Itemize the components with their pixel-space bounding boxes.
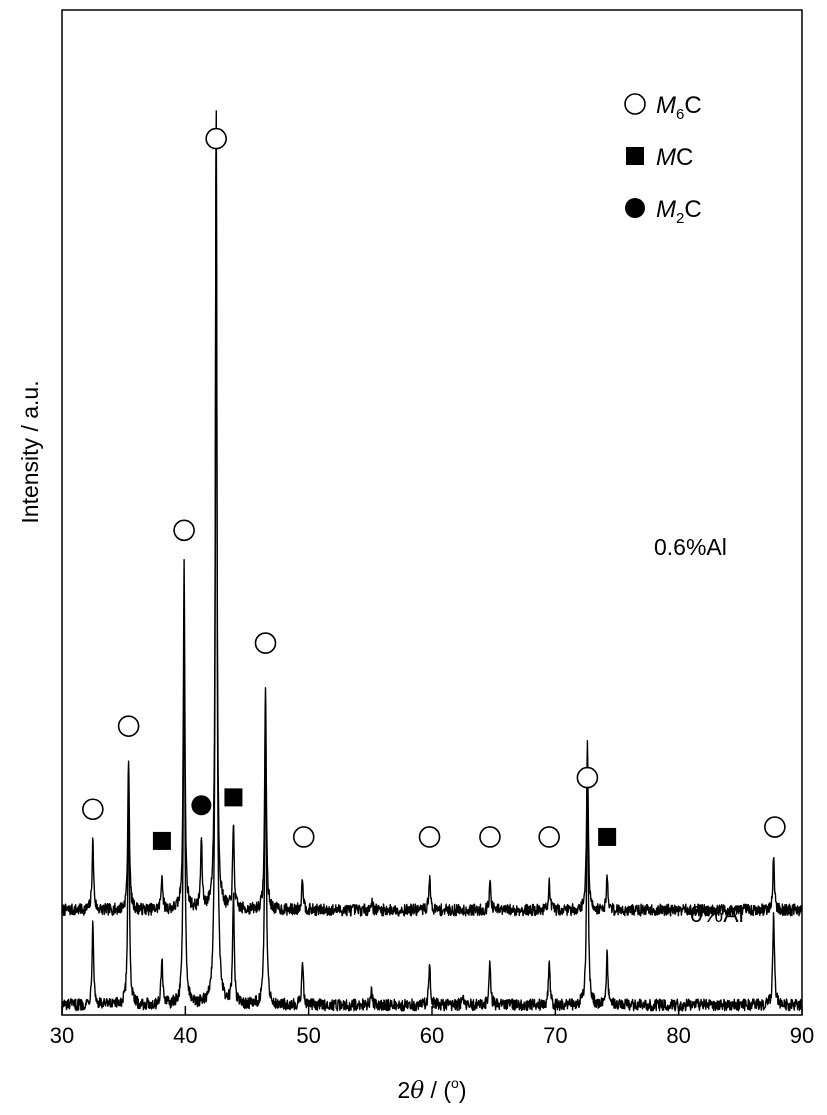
series-label-0-al: 0%Al	[690, 901, 744, 927]
legend-m6c-sub: 6	[676, 106, 684, 123]
x-axis: 30 40 50 60 70 80 90	[50, 1006, 814, 1048]
x-axis-label-unit-sup: o	[451, 1075, 459, 1091]
marker-open-circle-0-1	[117, 715, 140, 737]
x-axis-label-prefix: 2	[398, 1077, 411, 1103]
legend-entry-mc: MC	[626, 144, 693, 171]
series-line-0	[61, 140, 803, 917]
marker-filled-square-0-2	[152, 831, 171, 850]
legend-m2c-sub: 2	[676, 210, 684, 227]
trace-layer	[61, 110, 803, 1012]
marker-open-circle-0-3	[173, 519, 195, 542]
legend-label-m2c: M2C	[656, 196, 702, 227]
legend-filled-circle-marker	[625, 198, 645, 218]
legend-mc-suffix: C	[676, 144, 693, 171]
marker-open-circle-0-11	[538, 826, 560, 848]
marker-filled-circle-0-4	[191, 795, 212, 816]
marker-filled-square-0-6	[224, 788, 243, 807]
legend-open-circle-marker	[624, 93, 646, 115]
legend-m2c-italic: M	[656, 196, 676, 223]
marker-filled-square-0-13	[598, 827, 617, 846]
peak-markers	[82, 127, 786, 850]
y-axis-label: Intensity / a.u.	[17, 380, 43, 523]
legend-m6c-italic: M	[656, 92, 676, 119]
marker-open-circle-0-7	[254, 632, 277, 654]
x-axis-label-unit-open: / (	[424, 1077, 451, 1103]
x-tick-label-0: 30	[50, 1023, 74, 1048]
marker-open-circle-0-0	[82, 798, 104, 821]
marker-open-circle-0-8	[292, 826, 315, 848]
series-label-0-6-al: 0.6%Al	[654, 534, 727, 560]
legend-entry-m6c: M6C	[624, 92, 702, 123]
x-axis-label: 2θ / (o)	[398, 1075, 467, 1104]
marker-open-circle-0-12	[576, 766, 599, 789]
x-axis-label-theta: θ	[410, 1078, 424, 1104]
legend-filled-square-marker	[626, 147, 644, 165]
x-axis-label-unit-close: )	[459, 1077, 467, 1103]
series-line-1	[61, 110, 803, 1012]
x-tick-label-3: 60	[420, 1023, 444, 1048]
legend: M6C MC M2C	[624, 92, 702, 227]
x-tick-label-2: 50	[296, 1023, 320, 1048]
legend-m6c-suffix: C	[684, 92, 701, 119]
marker-open-circle-0-5	[205, 127, 227, 150]
marker-open-circle-0-14	[764, 816, 786, 838]
legend-m2c-suffix: C	[684, 196, 701, 223]
legend-label-mc: MC	[656, 144, 693, 171]
x-tick-label-4: 70	[543, 1023, 567, 1048]
marker-open-circle-0-10	[479, 826, 501, 848]
legend-entry-m2c: M2C	[625, 196, 702, 227]
x-tick-label-6: 90	[790, 1023, 814, 1048]
x-tick-label-1: 40	[173, 1023, 197, 1048]
marker-open-circle-0-9	[418, 826, 441, 848]
legend-label-m6c: M6C	[656, 92, 702, 123]
legend-mc-italic: M	[656, 144, 676, 171]
x-tick-label-5: 80	[666, 1023, 690, 1048]
